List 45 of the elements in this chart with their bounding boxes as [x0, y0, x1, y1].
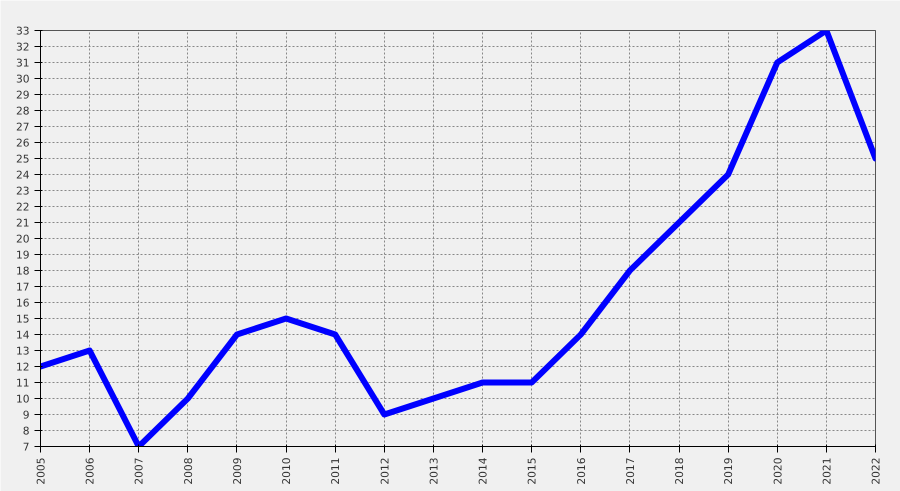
x-tick-label: 2012	[378, 457, 392, 485]
x-tick-label: 2021	[820, 457, 834, 485]
y-tick-label: 24	[16, 168, 30, 182]
x-tick-label: 2007	[132, 457, 146, 485]
y-tick-label: 16	[16, 296, 30, 310]
y-tick-label: 14	[16, 328, 30, 342]
y-tick-label: 29	[16, 88, 30, 102]
y-tick-label: 8	[22, 424, 30, 438]
x-tick-label: 2018	[673, 457, 686, 485]
x-tick-label: 2013	[427, 457, 440, 485]
y-tick-label: 26	[16, 136, 30, 150]
y-tick-label: 25	[16, 152, 30, 166]
y-tick-label: 21	[16, 216, 30, 230]
x-tick-label: 2016	[574, 457, 588, 485]
x-tick-label: 2009	[230, 457, 244, 485]
x-tick-label: 2006	[84, 457, 97, 485]
x-tick-label: 2017	[624, 457, 637, 485]
y-tick-label: 20	[16, 232, 30, 246]
y-tick-label: 28	[16, 104, 30, 118]
y-tick-label: 11	[16, 376, 30, 390]
y-tick-label: 22	[16, 200, 30, 214]
y-tick-label: 12	[16, 360, 30, 374]
y-tick-label: 17	[16, 280, 30, 294]
y-tick-label: 31	[16, 56, 30, 70]
y-tick-label: 27	[16, 120, 30, 134]
y-tick-label: 33	[16, 24, 30, 38]
y-tick-label: 15	[16, 312, 30, 326]
y-tick-label: 10	[16, 392, 30, 406]
y-tick-label: 13	[16, 344, 30, 358]
y-tick-label: 23	[16, 184, 30, 198]
x-tick-label: 2010	[280, 457, 294, 485]
x-tick-label: 2022	[870, 457, 882, 485]
x-tick-label: 2005	[34, 457, 48, 485]
y-tick-label: 7	[22, 440, 30, 454]
x-tick-label: 2014	[476, 457, 490, 485]
x-tick-label: 2011	[329, 457, 342, 485]
x-tick-label: 2020	[771, 457, 784, 485]
x-tick-label: 2008	[182, 457, 195, 485]
x-tick-label: 2019	[722, 457, 736, 485]
y-tick-label: 19	[16, 248, 30, 262]
x-tick-label: 2015	[526, 457, 539, 485]
y-tick-label: 18	[16, 264, 30, 278]
y-tick-label: 32	[16, 40, 30, 54]
y-tick-label: 30	[16, 72, 30, 86]
y-tick-label: 9	[22, 408, 30, 422]
